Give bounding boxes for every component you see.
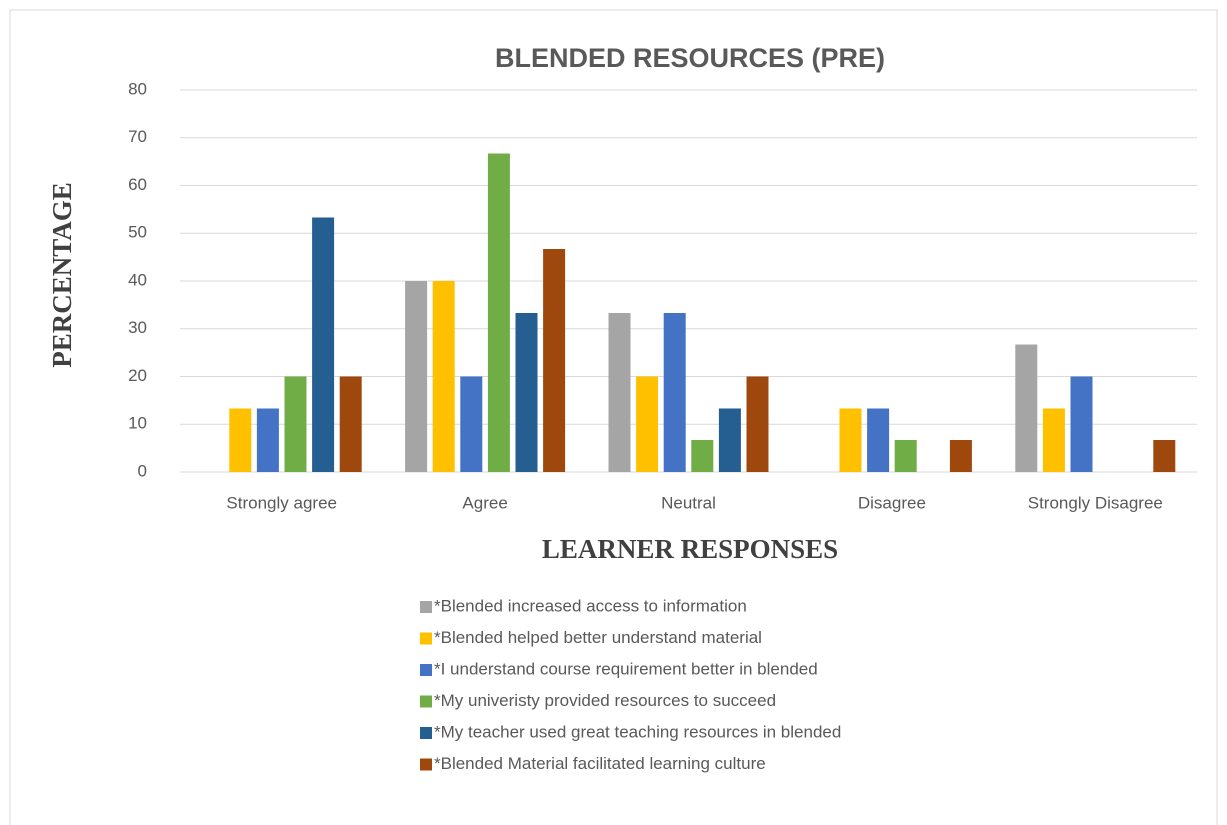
bar — [312, 217, 335, 472]
y-axis-title: PERCENTAGE — [47, 182, 77, 368]
bar — [1042, 408, 1065, 472]
legend-label: *I understand course requirement better … — [434, 659, 818, 678]
legend-label: *Blended increased access to information — [434, 596, 747, 615]
legend-swatch — [420, 758, 432, 771]
y-tick-label: 50 — [128, 223, 147, 242]
legend-label: *My teacher used great teaching resource… — [434, 722, 841, 741]
legend-swatch — [420, 632, 432, 645]
bar — [515, 312, 538, 472]
legend-swatch — [420, 695, 432, 708]
bar — [718, 408, 741, 472]
y-tick-label: 0 — [138, 461, 147, 480]
x-tick-label: Neutral — [661, 493, 716, 512]
bar — [432, 281, 455, 472]
bar — [636, 376, 659, 472]
y-tick-label: 10 — [128, 414, 147, 433]
bar — [608, 312, 631, 472]
legend-label: *My univeristy provided resources to suc… — [434, 691, 776, 710]
legend-label: *Blended Material facilitated learning c… — [434, 754, 766, 773]
bar — [256, 408, 279, 472]
legend-swatch — [420, 601, 432, 613]
y-tick-label: 70 — [128, 127, 147, 146]
chart-border — [9, 9, 1218, 825]
bar — [867, 408, 890, 472]
x-tick-label: Strongly Disagree — [1028, 493, 1163, 512]
bar — [1015, 344, 1038, 472]
bar — [894, 440, 917, 472]
chart-title: BLENDED RESOURCES (PRE) — [495, 43, 885, 73]
x-tick-label: Agree — [462, 493, 507, 512]
y-tick-label: 30 — [128, 318, 147, 337]
legend-label: *Blended helped better understand materi… — [434, 628, 762, 647]
y-tick-label: 60 — [128, 175, 147, 194]
legend-swatch — [420, 664, 432, 676]
x-tick-label: Strongly agree — [226, 493, 337, 512]
bar — [1153, 440, 1176, 472]
bar — [339, 376, 362, 472]
bar — [1070, 376, 1093, 472]
bar — [663, 312, 686, 472]
bar — [691, 440, 714, 472]
bar — [229, 408, 252, 472]
bar — [543, 249, 566, 472]
bar — [746, 376, 769, 472]
bar — [460, 376, 483, 472]
bar — [839, 408, 862, 472]
legend-swatch — [420, 727, 432, 739]
bar — [949, 440, 972, 472]
x-tick-label: Disagree — [858, 493, 926, 512]
y-tick-label: 40 — [128, 270, 147, 289]
x-axis-title: LEARNER RESPONSES — [542, 534, 838, 564]
y-tick-label: 20 — [128, 366, 147, 385]
bar — [405, 281, 428, 472]
bar — [487, 153, 510, 472]
bar — [284, 376, 307, 472]
y-tick-label: 80 — [128, 79, 147, 98]
